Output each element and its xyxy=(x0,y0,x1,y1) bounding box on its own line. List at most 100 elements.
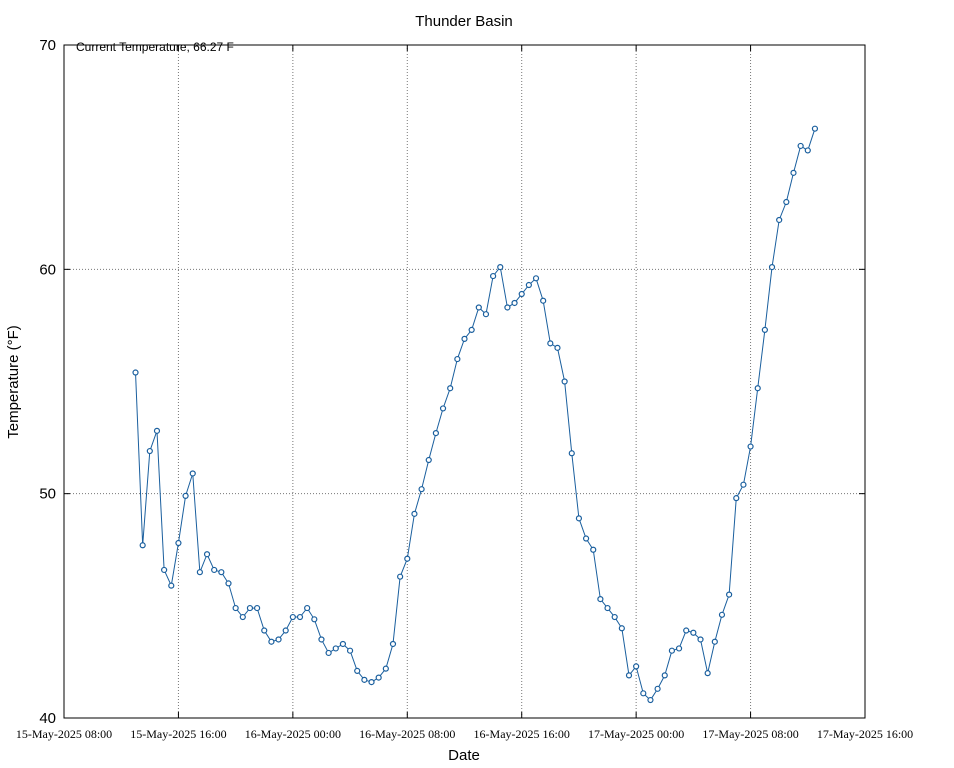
data-point xyxy=(754,385,761,392)
data-point xyxy=(404,555,411,562)
data-point xyxy=(776,216,783,224)
data-point xyxy=(590,546,597,553)
data-line xyxy=(135,128,816,701)
data-point xyxy=(811,125,819,132)
data-point xyxy=(661,672,668,679)
data-point xyxy=(354,667,361,674)
data-point xyxy=(275,636,282,643)
data-point xyxy=(761,326,768,334)
data-point xyxy=(482,311,490,318)
data-point xyxy=(683,627,690,634)
data-point xyxy=(211,566,218,574)
data-point xyxy=(461,335,468,342)
data-point xyxy=(711,638,718,645)
data-point xyxy=(697,636,704,643)
data-point xyxy=(726,591,733,598)
data-point xyxy=(203,551,211,558)
data-point xyxy=(361,676,368,683)
data-point xyxy=(311,616,318,623)
data-point xyxy=(690,629,697,636)
data-point xyxy=(490,272,497,280)
chart-title: Thunder Basin xyxy=(415,13,513,30)
data-point xyxy=(296,613,304,621)
x-tick-label: 17-May-2025 00:00 xyxy=(588,727,684,741)
data-point xyxy=(418,486,425,493)
x-tick-label: 17-May-2025 08:00 xyxy=(702,727,798,741)
data-point xyxy=(640,690,647,697)
data-point xyxy=(804,147,811,154)
data-point xyxy=(268,638,275,645)
y-axis-label: Temperature (°F) xyxy=(5,325,22,439)
data-point xyxy=(368,679,375,686)
data-point xyxy=(318,636,325,643)
x-tick-label: 15-May-2025 16:00 xyxy=(130,727,226,741)
data-point xyxy=(189,470,196,477)
data-point xyxy=(261,627,268,634)
data-point xyxy=(718,611,726,618)
data-point xyxy=(304,604,311,612)
data-point xyxy=(525,281,532,289)
data-point xyxy=(325,649,332,657)
data-point xyxy=(747,443,754,450)
data-point xyxy=(733,495,740,502)
data-point xyxy=(447,385,454,392)
x-tick-label: 15-May-2025 08:00 xyxy=(16,727,112,741)
data-point xyxy=(783,198,790,206)
data-point xyxy=(139,542,146,549)
y-tick-label: 40 xyxy=(39,710,56,727)
data-point xyxy=(411,510,418,517)
data-point xyxy=(675,645,683,652)
data-point xyxy=(625,672,633,679)
data-point xyxy=(332,645,339,652)
y-tick-label: 60 xyxy=(39,261,56,278)
data-point xyxy=(239,613,246,621)
data-point xyxy=(168,582,175,589)
data-point xyxy=(346,647,354,654)
data-point xyxy=(504,304,511,311)
data-point xyxy=(225,580,232,587)
data-point xyxy=(153,427,161,434)
data-point xyxy=(547,340,554,347)
x-tick-label: 16-May-2025 16:00 xyxy=(474,727,570,741)
data-point xyxy=(618,625,625,632)
data-point xyxy=(790,169,797,176)
data-point xyxy=(561,378,568,385)
data-point xyxy=(704,670,711,677)
data-point xyxy=(540,297,547,304)
data-point xyxy=(518,290,525,298)
data-point xyxy=(740,481,747,488)
data-point xyxy=(654,685,661,692)
data-point xyxy=(425,456,432,464)
y-tick-label: 50 xyxy=(39,486,56,503)
data-point xyxy=(289,613,296,621)
data-point xyxy=(454,355,461,363)
data-point xyxy=(633,663,640,670)
data-point xyxy=(282,627,289,634)
annotation: Current Temperature, 66.27 F xyxy=(76,40,234,54)
data-point xyxy=(768,263,776,271)
x-tick-label: 17-May-2025 16:00 xyxy=(817,727,913,741)
data-point xyxy=(397,573,404,580)
data-point xyxy=(132,369,139,376)
plot-frame xyxy=(63,44,866,719)
data-point xyxy=(339,640,347,648)
data-point xyxy=(146,447,153,455)
data-point xyxy=(439,405,447,412)
data-point xyxy=(647,696,654,704)
data-point xyxy=(182,492,189,500)
data-point xyxy=(382,665,389,672)
data-point xyxy=(497,263,504,271)
x-tick-label: 16-May-2025 08:00 xyxy=(359,727,455,741)
data-point xyxy=(575,515,583,522)
data-point xyxy=(475,304,482,311)
data-point xyxy=(161,566,168,574)
data-point xyxy=(196,569,203,576)
data-point xyxy=(389,640,397,648)
data-point xyxy=(468,326,475,334)
data-point xyxy=(797,142,804,150)
data-point xyxy=(246,604,254,612)
data-point xyxy=(175,539,182,547)
x-axis-label: Date xyxy=(448,747,480,764)
data-point xyxy=(668,647,676,654)
